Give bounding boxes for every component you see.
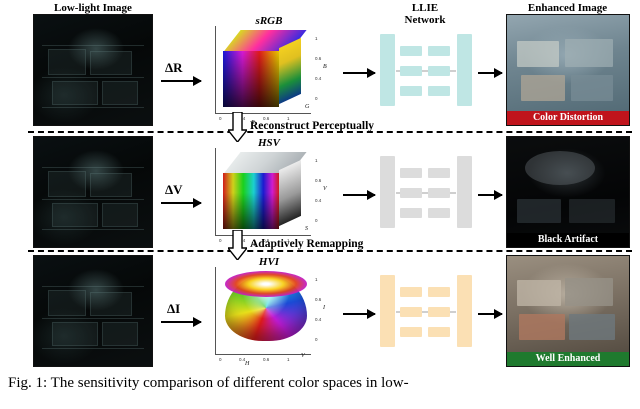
plot-xtick-hvi-2: 0.6 xyxy=(263,357,270,362)
plot-srgb: sRGB 0 0.4 0.6 1 1 0.6 0.4 0 R G B xyxy=(205,15,333,126)
output-caption-hsv: Black Artifact xyxy=(507,233,629,247)
plot-xtick-srgb-3: 1 xyxy=(287,116,290,121)
delta-label-srgb: ΔR xyxy=(165,60,183,75)
figure-panel: Low-light Image LLIE Network Enhanced Im… xyxy=(0,2,640,369)
plot-ztick-hsv-1: 0.6 xyxy=(315,178,322,183)
plot-xtick-hvi-1: 0.4 xyxy=(239,357,246,362)
plot-xtick-hsv-3: 1 xyxy=(287,238,290,243)
plot-xtick-hsv-0: 0 xyxy=(219,238,222,243)
low-light-image-srgb xyxy=(33,14,153,126)
plot-ztick-hvi-1: 0.6 xyxy=(315,297,322,302)
plot-axis-label-hsv-x: H xyxy=(251,242,256,248)
column-header-enhanced: Enhanced Image xyxy=(527,2,608,14)
plot-xtick-hvi-3: 1 xyxy=(287,357,290,362)
output-caption-srgb: Color Distortion xyxy=(507,111,629,125)
plot-ztick-srgb-1: 0.6 xyxy=(315,56,322,61)
row-separator-1 xyxy=(28,131,632,133)
plot-ztick-hvi-2: 0.4 xyxy=(315,317,322,322)
hvi-surface-cap-graphic xyxy=(225,271,307,297)
dark-scene-graphic xyxy=(34,137,152,247)
plot-xtick-srgb-2: 0.6 xyxy=(263,116,270,121)
plot-axis-label-srgb-z: B xyxy=(323,64,327,70)
enhanced-image-hvi: Well Enhanced xyxy=(506,255,630,367)
transition-arrow-1 xyxy=(228,112,247,142)
hsv-cube-graphic xyxy=(219,152,311,232)
plot-ztick-hvi-0: 1 xyxy=(315,277,318,282)
plot-axis-label-srgb-y: G xyxy=(305,104,310,110)
transition-label-2: Adaptively Remapping xyxy=(250,238,364,250)
column-header-low-light: Low-light Image xyxy=(54,2,132,14)
arrow-to-plot-srgb xyxy=(161,76,202,86)
arrow-to-output-hvi xyxy=(478,309,503,319)
plot-xtick-hvi-0: 0 xyxy=(219,357,222,362)
low-light-image-hsv xyxy=(33,136,153,248)
dark-scene-graphic xyxy=(34,256,152,366)
delta-label-hvi: ΔI xyxy=(167,301,181,316)
plot-axis-label-hsv-y: S xyxy=(305,226,308,232)
plot-title-hvi: HVI xyxy=(258,256,280,268)
plot-xtick-hsv-2: 0.6 xyxy=(263,238,270,243)
delta-label-hsv: ΔV xyxy=(165,182,183,197)
plot-axis-label-hvi-z: I xyxy=(323,305,325,311)
column-header-network-line1: LLIE xyxy=(411,2,439,14)
row-hsv: ΔV HSV 0 0.4 0.6 1 1 0.6 0.4 0 H S V xyxy=(0,136,640,250)
plot-ztick-hsv-3: 0 xyxy=(315,218,318,223)
llie-network-hvi xyxy=(380,267,472,355)
arrow-to-network-srgb xyxy=(343,68,376,78)
llie-network-srgb xyxy=(380,26,472,114)
arrow-to-output-hsv xyxy=(478,190,503,200)
low-light-image-hvi xyxy=(33,255,153,367)
output-caption-hvi: Well Enhanced xyxy=(507,352,629,366)
enhanced-scene-graphic-hvi xyxy=(507,256,629,366)
plot-ztick-srgb-2: 0.4 xyxy=(315,76,322,81)
plot-title-hsv: HSV xyxy=(257,137,280,149)
row-separator-2 xyxy=(28,250,632,252)
transition-label-1: Reconstruct Perceptually xyxy=(250,120,375,132)
arrow-to-network-hsv xyxy=(343,190,376,200)
plot-ztick-hvi-3: 0 xyxy=(315,337,318,342)
plot-hsv: HSV 0 0.4 0.6 1 1 0.6 0.4 0 H S V xyxy=(205,137,333,248)
column-header-network-line2: Network xyxy=(404,14,446,26)
enhanced-scene-graphic-hsv xyxy=(507,137,629,247)
arrow-to-plot-hsv xyxy=(161,198,202,208)
row-hvi: ΔI HVI 0 0.4 0.6 1 1 0.6 0.4 0 H V I xyxy=(0,255,640,369)
arrow-to-output-srgb xyxy=(478,68,503,78)
plot-axes-hvi xyxy=(215,267,311,355)
plot-ztick-srgb-3: 0 xyxy=(315,96,318,101)
figure-caption: Fig. 1: The sensitivity comparison of di… xyxy=(8,375,409,391)
llie-network-hsv xyxy=(380,148,472,236)
plot-axis-label-hsv-z: V xyxy=(323,186,327,192)
row-srgb: ΔR sRGB 0 0.4 0.6 1 1 0.6 0.4 0 R G B xyxy=(0,14,640,128)
plot-hvi: HVI 0 0.4 0.6 1 1 0.6 0.4 0 H V I xyxy=(205,256,333,367)
arrow-to-network-hvi xyxy=(343,309,376,319)
plot-axes-hsv xyxy=(215,148,311,236)
plot-ztick-hsv-0: 1 xyxy=(315,158,318,163)
plot-axis-label-hvi-x: H xyxy=(245,361,250,367)
plot-ztick-hsv-2: 0.4 xyxy=(315,198,322,203)
srgb-cube-graphic xyxy=(219,30,311,110)
dark-scene-graphic xyxy=(34,15,152,125)
column-header-network: LLIE Network xyxy=(370,2,480,26)
plot-axes-srgb xyxy=(215,26,311,114)
enhanced-image-srgb: Color Distortion xyxy=(506,14,630,126)
plot-axis-label-hvi-y: V xyxy=(301,353,305,359)
plot-title-srgb: sRGB xyxy=(255,15,283,27)
plot-xtick-srgb-0: 0 xyxy=(219,116,222,121)
transition-arrow-2 xyxy=(228,230,247,260)
enhanced-image-hsv: Black Artifact xyxy=(506,136,630,248)
plot-ztick-srgb-0: 1 xyxy=(315,36,318,41)
enhanced-scene-graphic-srgb xyxy=(507,15,629,125)
arrow-to-plot-hvi xyxy=(161,317,202,327)
plot-axis-label-srgb-x: R xyxy=(251,120,255,126)
